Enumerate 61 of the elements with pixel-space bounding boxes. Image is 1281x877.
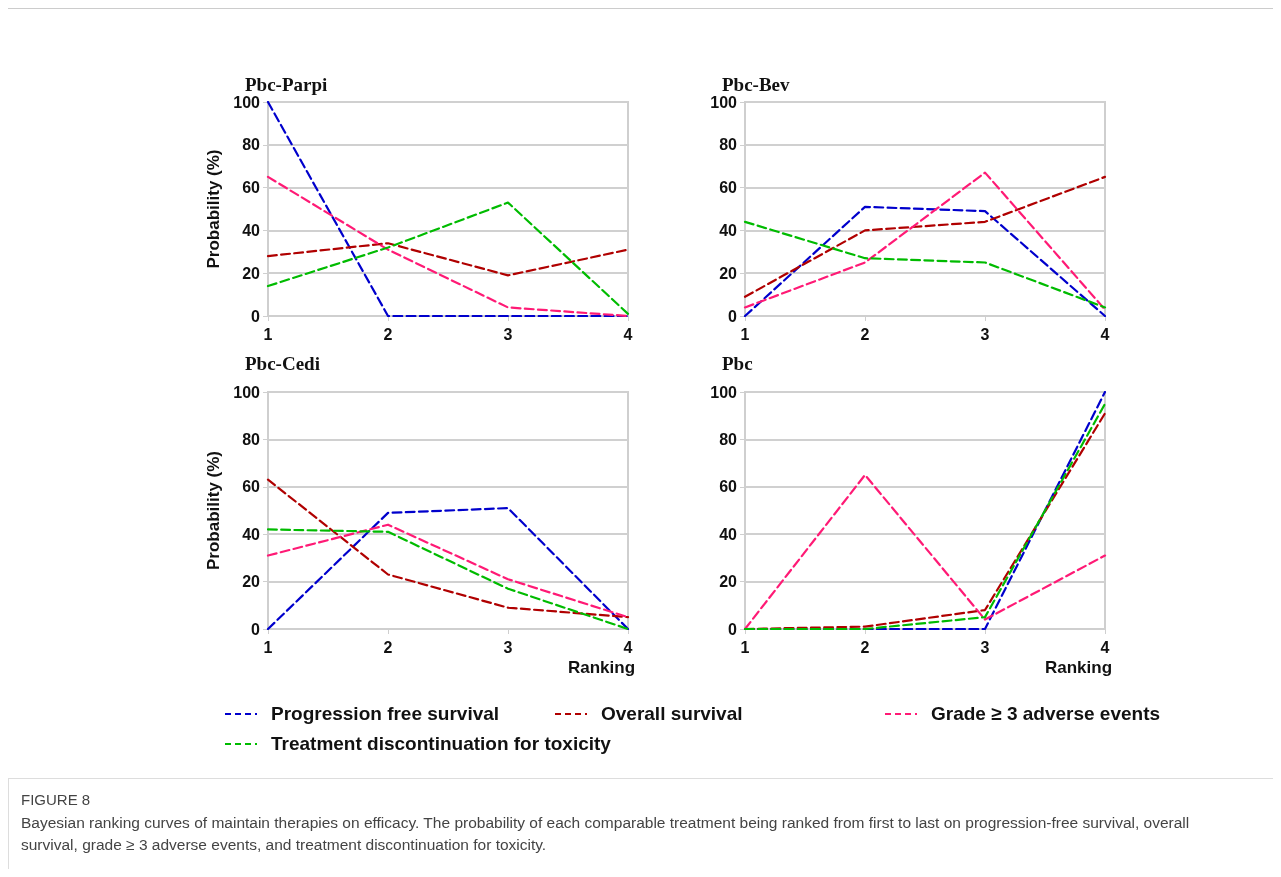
x-tick-label: 1 [740,638,750,656]
x-tick-label: 4 [623,638,633,656]
x-tick-label: 3 [503,638,513,656]
x-tick-label: 1 [263,325,273,343]
x-tick-label: 1 [740,325,750,343]
x-tick-label: 1 [263,638,273,656]
legend-label: Treatment discontinuation for toxicity [271,733,611,755]
x-tick-label: 2 [860,325,870,343]
line-series [266,528,630,631]
y-axis-title: Probability (%) [204,450,223,571]
y-tick-label: 20 [719,264,738,282]
text: Bayesian ranking curves of maintain therapies on efficacy. The probability of each comparable treatment being ranked from first to last on progression-free survival, overall survival, grade ≥ 3 adverse events, and treatment discontinuation for toxicity. [21,813,1191,855]
y-tick-label: 40 [242,525,261,543]
y-tick-label: 40 [719,221,738,239]
y-tick-label: 100 [710,93,738,111]
x-tick-label: 2 [383,325,393,343]
x-tick-label: 4 [1100,325,1110,343]
x-tick-label: 4 [623,325,633,343]
y-axis-title: Probability (%) [204,149,223,269]
y-tick-label: 60 [719,179,738,197]
y-tick-label: 100 [710,383,738,401]
y-tick-label: 40 [719,525,738,543]
chart-title: Pbc-Parpi [245,74,328,95]
y-tick-label: 100 [233,93,261,111]
legend-label: Overall survival [601,703,743,725]
x-tick-label: 2 [860,638,870,656]
y-tick-label: 80 [242,430,261,448]
y-tick-label: 80 [719,430,738,448]
y-tick-label: 0 [728,307,738,325]
legend-label: Progression free survival [271,703,500,725]
x-tick-label: 3 [980,638,990,656]
x-axis-title: Ranking [1045,658,1113,677]
chart-title: Pbc-Cedi [245,353,320,374]
chart-title: Pbc-Bev [722,74,791,95]
y-tick-label: 20 [719,573,738,591]
caption: FIGURE 8 [21,791,92,808]
y-tick-label: 40 [242,221,261,239]
line-series [266,478,630,619]
x-axis-title: Ranking [568,658,636,677]
x-tick-label: 2 [383,638,393,656]
chart-title: Pbc [722,353,753,374]
line-series [743,220,1107,309]
y-tick-label: 80 [719,136,738,154]
x-tick-label: 3 [503,325,513,343]
y-tick-label: 0 [251,307,261,325]
y-tick-label: 80 [242,136,261,154]
y-tick-label: 100 [233,383,261,401]
y-tick-label: 60 [719,478,738,496]
y-tick-label: 0 [251,620,261,638]
y-tick-label: 60 [242,179,261,197]
x-tick-label: 4 [1100,638,1110,656]
line-series [266,201,630,315]
y-tick-label: 0 [728,620,738,638]
y-tick-label: 20 [242,264,261,282]
line-series [266,242,630,277]
legend-label: Grade ≥ 3 adverse events [931,703,1161,725]
line-series [266,175,630,318]
x-tick-label: 3 [980,325,990,343]
y-tick-label: 60 [242,478,261,496]
line-series [743,473,1107,631]
y-tick-label: 20 [242,573,261,591]
